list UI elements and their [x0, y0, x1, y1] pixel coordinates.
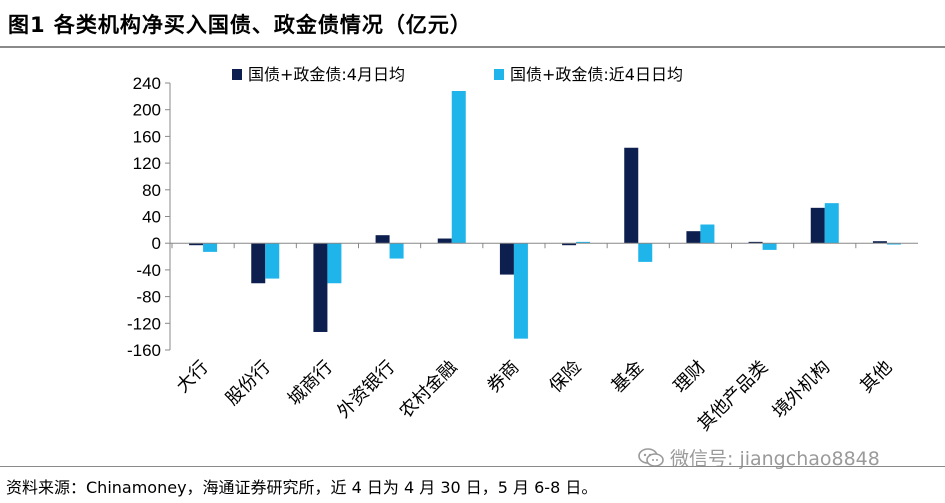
x-tick-label: 保险	[545, 357, 585, 397]
bar-recent-4day-avg	[886, 243, 901, 245]
bar-recent-4day-avg	[389, 243, 404, 259]
wechat-icon	[638, 448, 664, 467]
bar-chart: 国债+政金债:4月日均 国债+政金债:近4日日均 240 200 160 120 80 40…	[127, 65, 918, 435]
y-tick-label: -120	[127, 314, 161, 333]
x-tick-label: 基金	[607, 357, 647, 397]
legend-label: 国债+政金债:近4日日均	[510, 65, 683, 84]
x-tick-label: 外资银行	[333, 357, 399, 423]
bar-april-avg	[748, 241, 763, 244]
bar-april-avg	[624, 147, 639, 244]
y-tick-label: 200	[133, 101, 161, 120]
x-tick-label: 股份行	[222, 357, 275, 410]
y-tick-label: 160	[133, 127, 161, 146]
bar-april-avg	[189, 243, 204, 246]
bar-recent-4day-avg	[203, 243, 218, 252]
legend-swatch	[494, 69, 504, 80]
bars	[189, 91, 901, 339]
y-tick-label: 80	[142, 181, 161, 200]
bar-recent-4day-avg	[513, 243, 528, 339]
footer-divider	[0, 466, 945, 467]
legend-label: 国债+政金债:4月日均	[248, 65, 405, 84]
bar-recent-4day-avg	[638, 243, 653, 262]
y-axis: 240 200 160 120 80 40 0 -40 -80 -120 -160	[127, 74, 171, 360]
watermark: 微信号: jiangchao8848	[638, 444, 880, 471]
legend-swatch	[232, 69, 242, 80]
x-tick-label: 境外机构	[769, 357, 835, 423]
x-tick-label: 理财	[670, 357, 710, 397]
x-tick-label: 其他	[856, 357, 896, 397]
bar-recent-4day-avg	[824, 203, 839, 244]
y-tick-label: -80	[136, 288, 161, 307]
bar-april-avg	[251, 243, 266, 284]
bar-april-avg	[686, 231, 701, 244]
bar-april-avg	[562, 243, 577, 246]
x-tick-label: 券商	[483, 357, 523, 397]
watermark-text: 微信号: jiangchao8848	[670, 448, 880, 470]
y-tick-label: 240	[133, 74, 161, 93]
chart-title: 图1 各类机构净买入国债、政金债情况（亿元）	[8, 13, 472, 37]
y-tick-label: -40	[136, 261, 161, 280]
bar-april-avg	[375, 235, 390, 244]
bar-april-avg	[872, 241, 887, 244]
x-tick-label: 城商行	[284, 357, 337, 410]
bar-recent-4day-avg	[265, 243, 280, 279]
bar-recent-4day-avg	[700, 224, 715, 244]
bar-recent-4day-avg	[451, 91, 466, 244]
x-tick-label: 农村金融	[396, 357, 462, 423]
x-tick-label: 大行	[172, 357, 212, 397]
bar-april-avg	[499, 243, 514, 275]
y-tick-label: 120	[133, 154, 161, 173]
legend: 国债+政金债:4月日均 国债+政金债:近4日日均	[232, 65, 683, 84]
bar-recent-4day-avg	[327, 243, 342, 284]
source-note: 资料来源：Chinamoney，海通证券研究所，近 4 日为 4 月 30 日，…	[6, 478, 598, 497]
bar-april-avg	[313, 243, 328, 332]
title-bar: 图1 各类机构净买入国债、政金债情况（亿元）	[0, 0, 945, 48]
bar-recent-4day-avg	[762, 243, 777, 250]
y-tick-label: -160	[127, 341, 161, 360]
bar-april-avg	[437, 238, 452, 244]
bar-recent-4day-avg	[576, 241, 591, 244]
bar-april-avg	[810, 207, 825, 244]
y-tick-label: 40	[142, 208, 161, 227]
y-tick-label: 0	[152, 234, 161, 253]
